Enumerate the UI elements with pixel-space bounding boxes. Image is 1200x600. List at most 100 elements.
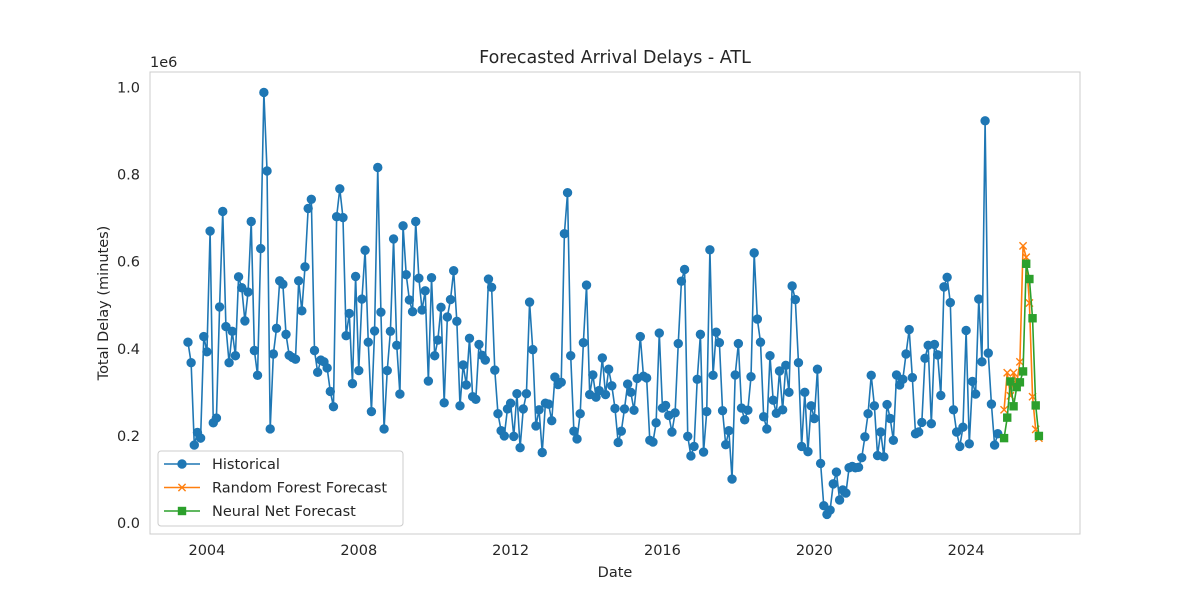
y-tick-label: 0.8 [117, 167, 140, 183]
data-point [1015, 378, 1025, 387]
data-point [600, 389, 611, 400]
data-point [578, 337, 589, 348]
data-point [629, 405, 639, 415]
data-point [246, 216, 256, 227]
data-point [569, 426, 579, 436]
data-point [733, 338, 744, 349]
data-point [382, 365, 392, 376]
data-point [891, 370, 902, 380]
data-point [499, 431, 509, 441]
data-point [955, 441, 965, 452]
data-point [708, 370, 718, 381]
data-point [1003, 413, 1012, 422]
data-point [768, 395, 778, 405]
data-point [531, 421, 541, 431]
data-point [534, 405, 544, 415]
data-point [913, 427, 924, 437]
data-point [784, 387, 794, 398]
data-point [214, 302, 225, 312]
x-tick-label: 2008 [340, 543, 377, 559]
data-point [607, 381, 617, 391]
data-point [806, 401, 816, 411]
data-point [879, 452, 889, 462]
data-point [746, 371, 756, 382]
y-tick-label: 0.4 [117, 342, 140, 358]
data-point [898, 374, 908, 384]
data-point [547, 415, 557, 426]
data-point [186, 358, 196, 368]
data-point [831, 467, 842, 477]
data-point [293, 276, 304, 286]
data-point [885, 413, 895, 424]
data-point [683, 431, 693, 442]
data-point [1028, 314, 1037, 323]
data-point [341, 330, 351, 341]
data-point [442, 312, 453, 322]
data-point [755, 337, 766, 347]
data-point [667, 427, 677, 437]
data-point [290, 354, 301, 364]
series-historical [183, 87, 1003, 520]
data-point [1015, 357, 1025, 366]
data-point [322, 363, 332, 373]
data-point [622, 379, 633, 389]
data-point [518, 404, 528, 414]
data-point [603, 364, 614, 374]
x-tick-label: 2012 [492, 543, 529, 559]
data-point [961, 325, 971, 336]
data-point [420, 286, 430, 296]
data-point [853, 462, 864, 473]
data-point [271, 323, 282, 333]
data-point [562, 188, 573, 198]
data-point [300, 262, 310, 272]
data-point [689, 441, 699, 452]
data-point [493, 409, 503, 419]
data-point [866, 370, 876, 381]
y-tick-label: 0.2 [117, 429, 140, 445]
data-point [841, 488, 851, 498]
data-point [739, 415, 750, 425]
data-point [610, 403, 620, 414]
data-point [445, 294, 456, 305]
data-point [392, 340, 402, 350]
x-axis-ticks: 2004 2008 2012 2016 2020 2024 [188, 543, 984, 559]
data-point [876, 427, 886, 437]
data-point [711, 327, 721, 337]
x-tick-label: 2024 [948, 543, 985, 559]
data-point [423, 376, 434, 386]
data-point [695, 329, 706, 340]
data-point [967, 376, 978, 387]
data-point [698, 447, 709, 457]
data-point [660, 400, 671, 411]
legend-item: Random Forest Forecast [164, 481, 387, 497]
data-point [363, 337, 373, 347]
data-point [543, 399, 554, 409]
data-point [373, 162, 383, 173]
data-point [641, 373, 652, 383]
data-point [926, 419, 937, 429]
data-point [888, 435, 899, 445]
data-point [679, 264, 690, 275]
data-point [717, 405, 728, 416]
data-point [1006, 377, 1015, 386]
data-point [512, 388, 522, 399]
data-point [670, 408, 680, 418]
data-point [999, 433, 1009, 443]
data-point [417, 305, 427, 315]
y-axis-ticks: 0.0 0.2 0.4 0.6 0.8 1.0 [117, 80, 140, 532]
data-point [1034, 431, 1044, 441]
y-tick-label: 0.6 [117, 255, 140, 271]
data-point [1025, 274, 1034, 284]
data-point [480, 355, 491, 365]
data-point [379, 424, 389, 434]
data-point [920, 353, 930, 364]
data-point [401, 269, 411, 280]
data-point [863, 409, 873, 419]
data-point [306, 194, 317, 204]
data-point [369, 326, 380, 336]
data-point [793, 358, 804, 368]
legend: Historical Random Forest Forecast Neural N… [157, 450, 404, 527]
data-point [268, 349, 279, 359]
data-point [265, 424, 275, 434]
data-point [869, 401, 880, 411]
